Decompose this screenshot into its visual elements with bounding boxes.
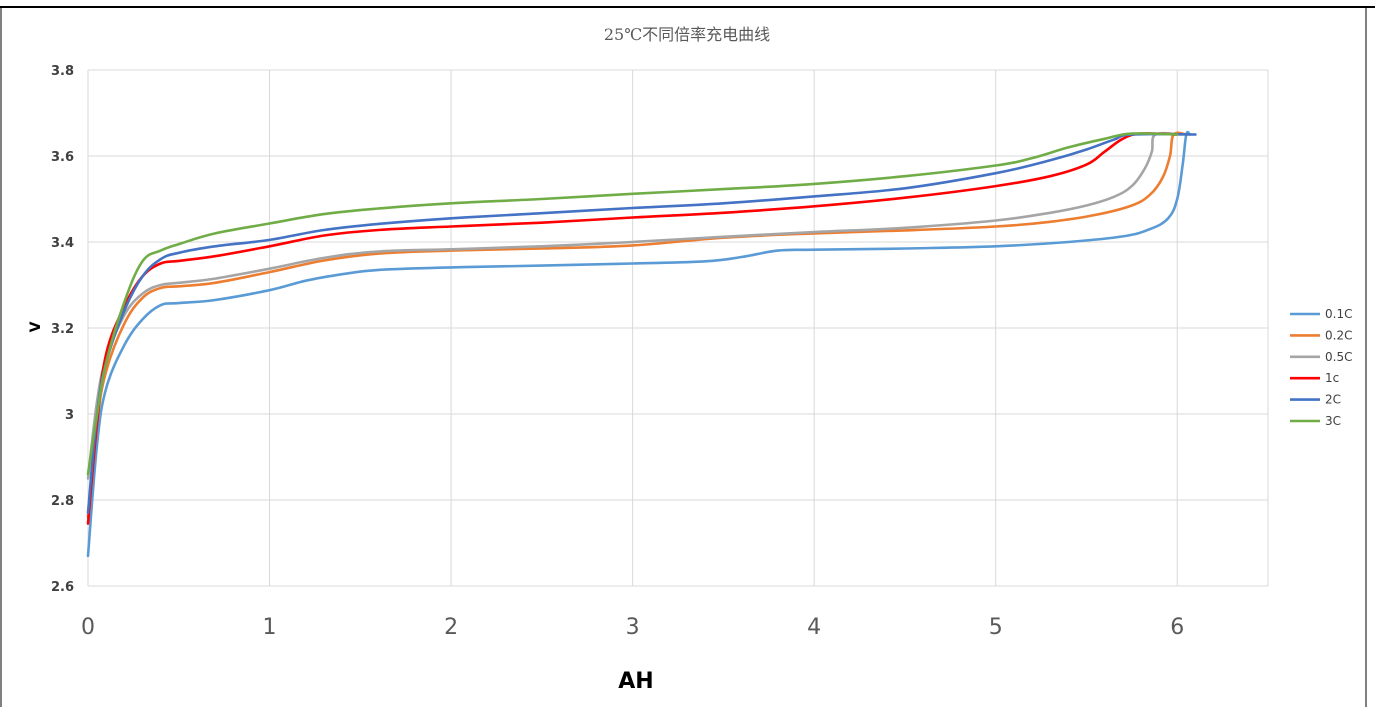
series-line-01c <box>86 130 1192 558</box>
series-line-05c <box>86 131 1183 480</box>
top-banner-remnant <box>230 0 1220 3</box>
legend-label: 2C <box>1325 393 1341 407</box>
y-tick-label: 2.8 <box>51 494 74 509</box>
x-tick-label: 4 <box>807 615 821 640</box>
x-tick-label: 0 <box>81 615 95 640</box>
x-tick-label: 3 <box>626 615 640 640</box>
y-tick-label: 3.4 <box>51 236 74 251</box>
legend-label: 3C <box>1325 414 1341 428</box>
y-tick-label: 3 <box>65 408 74 423</box>
legend-label: 0.5C <box>1325 350 1352 364</box>
gridlines <box>87 69 1269 587</box>
legend-label: 1c <box>1325 371 1339 385</box>
y-axis-label: V <box>28 321 44 332</box>
series-line-2c <box>86 132 1197 515</box>
y-tick-labels: 2.6 2.8 3 3.2 3.4 3.6 3.8 <box>51 64 74 595</box>
series-line-02c <box>86 131 1188 519</box>
chart-title: 25℃不同倍率充电曲线 <box>604 25 770 44</box>
legend-label: 0.2C <box>1325 328 1352 342</box>
y-tick-label: 3.2 <box>51 322 74 337</box>
x-tick-label: 2 <box>444 615 458 640</box>
y-tick-label: 3.6 <box>51 150 74 165</box>
x-tick-labels: 0 1 2 3 4 5 6 <box>81 615 1184 640</box>
y-tick-label: 2.6 <box>51 580 74 595</box>
series-lines <box>86 130 1197 558</box>
legend: 0.1C 0.2C 0.5C 1c 2C 3C <box>1290 307 1352 428</box>
series-line-3c <box>86 132 1179 476</box>
y-tick-label: 3.8 <box>51 64 74 79</box>
legend-label: 0.1C <box>1325 307 1352 321</box>
x-tick-label: 5 <box>989 615 1003 640</box>
x-tick-label: 1 <box>263 615 277 640</box>
x-tick-label: 6 <box>1170 615 1184 640</box>
x-axis-label: AH <box>618 669 653 694</box>
